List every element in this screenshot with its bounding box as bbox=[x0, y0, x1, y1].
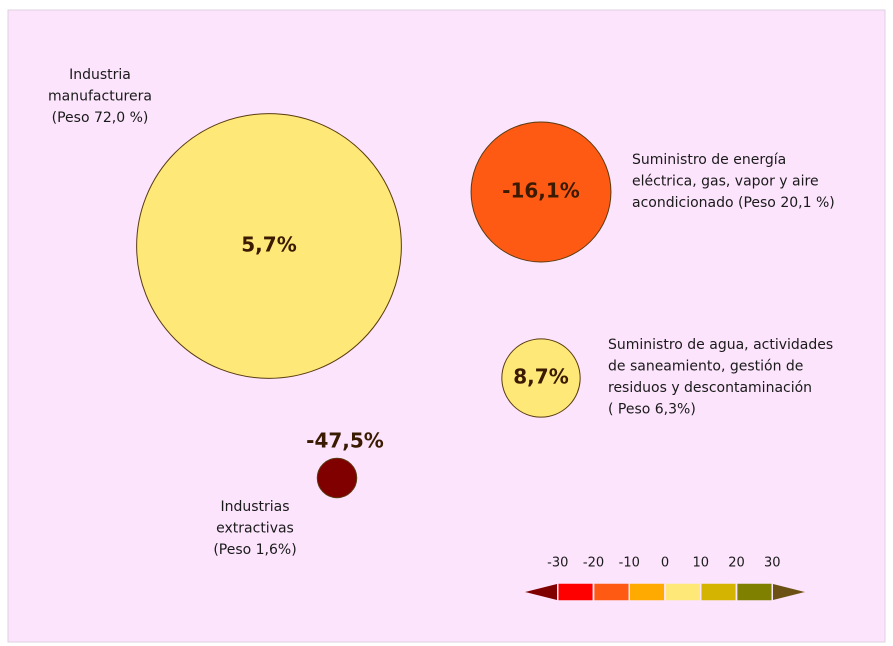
legend-tick-label: -30 bbox=[547, 556, 568, 571]
bubble-label: Industrias bbox=[220, 499, 289, 515]
bubble-label: (Peso 1,6%) bbox=[213, 542, 296, 558]
bubble-label: extractivas bbox=[216, 521, 294, 537]
value-label: -16,1% bbox=[502, 179, 580, 203]
legend-swatch bbox=[664, 582, 702, 602]
legend-tick-label: 0 bbox=[661, 556, 669, 571]
bubble bbox=[136, 113, 402, 379]
legend-swatch bbox=[557, 582, 595, 602]
legend-tick-label: 30 bbox=[764, 556, 781, 571]
legend-swatch bbox=[628, 582, 666, 602]
value-label: -47,5% bbox=[306, 429, 384, 453]
value-label: 8,7% bbox=[513, 365, 568, 389]
bubble-label: ( Peso 6,3%) bbox=[608, 402, 696, 418]
bubble-label: manufacturera bbox=[48, 89, 152, 105]
bubble-label: eléctrica, gas, vapor y aire bbox=[632, 174, 819, 190]
legend-tick-label: 20 bbox=[728, 556, 745, 571]
bubble bbox=[470, 121, 612, 263]
bubble-label: (Peso 72,0 %) bbox=[52, 110, 149, 126]
legend-tick-label: -10 bbox=[619, 556, 640, 571]
bubble-label: Suministro de energía bbox=[632, 152, 786, 168]
bubble-label: residuos y descontaminación bbox=[608, 380, 812, 396]
legend-tick-label: -20 bbox=[583, 556, 604, 571]
legend-tick-label: 10 bbox=[692, 556, 709, 571]
legend-swatch bbox=[700, 582, 738, 602]
bubble-label: Suministro de agua, actividades bbox=[608, 337, 833, 353]
legend-swatch bbox=[735, 582, 773, 602]
legend-swatch bbox=[592, 582, 630, 602]
bubble bbox=[316, 457, 358, 499]
bubble bbox=[501, 338, 581, 418]
bubble-label: acondicionado (Peso 20,1 %) bbox=[632, 195, 835, 211]
value-label: 5,7% bbox=[241, 233, 296, 257]
bubble-label: Industria bbox=[69, 67, 131, 83]
chart-area bbox=[7, 9, 886, 643]
bubble-label: de saneamiento, gestión de bbox=[608, 359, 803, 375]
